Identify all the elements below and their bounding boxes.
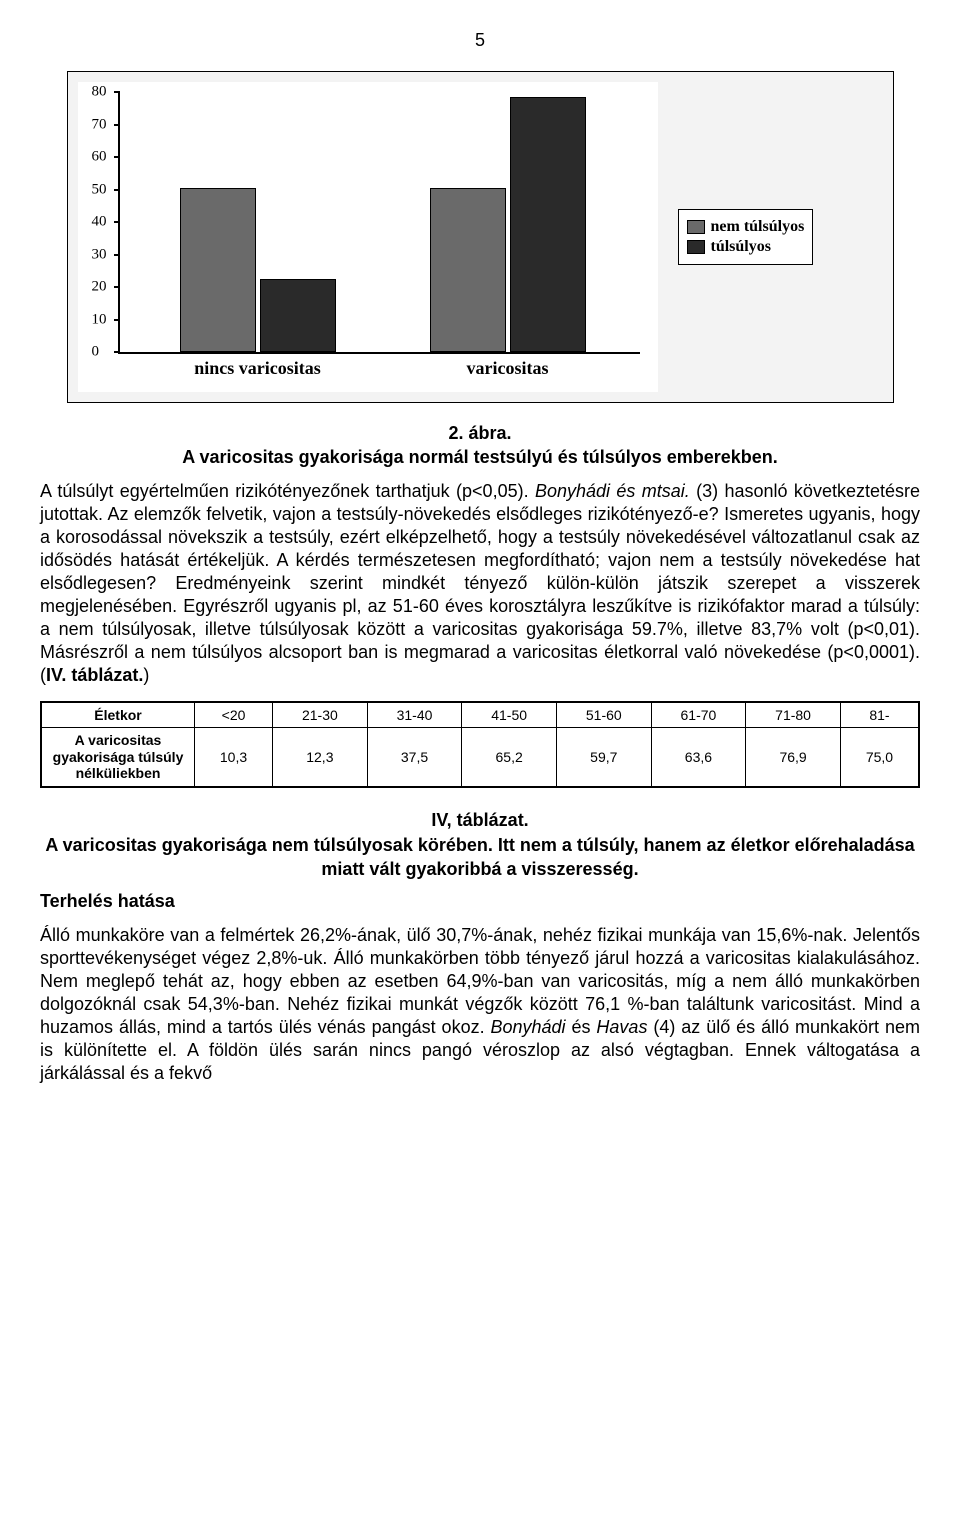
- bar-chart-frame: 01020304050607080 nincs varicositasvaric…: [67, 71, 894, 403]
- chart-bar: [510, 97, 586, 353]
- y-tick-label: 0: [92, 344, 100, 361]
- y-tick-mark: [114, 254, 120, 256]
- y-tick-mark: [114, 351, 120, 353]
- x-category-label: varicositas: [378, 358, 638, 379]
- paragraph-1: A túlsúlyt egyértelműen rizikótényezőnek…: [40, 480, 920, 687]
- chart-bar: [260, 279, 336, 353]
- y-tick-label: 80: [92, 84, 107, 101]
- para2-part-b: és: [566, 1017, 597, 1037]
- bar-chart-area: 01020304050607080 nincs varicositasvaric…: [78, 82, 658, 392]
- y-tick-mark: [114, 221, 120, 223]
- table-cell: 51-60: [556, 702, 651, 727]
- section-heading: Terhelés hatása: [40, 891, 920, 912]
- y-tick-label: 50: [92, 181, 107, 198]
- bar-chart-plot: 01020304050607080: [118, 92, 640, 354]
- data-table-wrap: Életkor <2021-3031-4041-5051-6061-7071-8…: [40, 701, 920, 788]
- table-cell: 41-50: [462, 702, 557, 727]
- y-tick-mark: [114, 124, 120, 126]
- y-tick-label: 40: [92, 214, 107, 231]
- y-tick-label: 20: [92, 279, 107, 296]
- figure-number: 2. ábra.: [448, 423, 511, 443]
- legend-label: túlsúlyos: [711, 238, 771, 256]
- para1-bold: IV. táblázat.: [46, 665, 143, 685]
- data-table: Életkor <2021-3031-4041-5051-6061-7071-8…: [41, 702, 919, 787]
- para1-part-c: ): [143, 665, 149, 685]
- x-category-label: nincs varicositas: [128, 358, 388, 379]
- y-tick-mark: [114, 319, 120, 321]
- table-row-head: Életkor: [42, 702, 195, 727]
- para1-part-a: A túlsúlyt egyértelműen rizikótényezőnek…: [40, 481, 535, 501]
- figure-title: A varicositas gyakorisága normál testsúl…: [182, 447, 778, 467]
- table-row: Életkor <2021-3031-4041-5051-6061-7071-8…: [42, 702, 919, 727]
- chart-bar: [180, 188, 256, 353]
- y-tick-label: 30: [92, 246, 107, 263]
- table-cell: 75,0: [840, 727, 918, 786]
- table-cell: 31-40: [367, 702, 462, 727]
- y-tick-mark: [114, 91, 120, 93]
- table-cell: 61-70: [651, 702, 746, 727]
- table-cell: 81-: [840, 702, 918, 727]
- table-cell: 37,5: [367, 727, 462, 786]
- para1-part-b: (3) hasonló következtetésre jutottak. Az…: [40, 481, 920, 685]
- figure-caption: 2. ábra. A varicositas gyakorisága normá…: [40, 421, 920, 470]
- y-tick-label: 10: [92, 311, 107, 328]
- chart-legend: nem túlsúlyos túlsúlyos: [678, 209, 814, 265]
- table-cell: 63,6: [651, 727, 746, 786]
- para2-italic-2: Havas: [596, 1017, 647, 1037]
- y-tick-mark: [114, 156, 120, 158]
- page-number: 5: [40, 30, 920, 51]
- y-tick-mark: [114, 189, 120, 191]
- legend-item: túlsúlyos: [687, 238, 805, 256]
- y-tick-label: 70: [92, 116, 107, 133]
- table-caption: IV, táblázat. A varicositas gyakorisága …: [40, 808, 920, 881]
- para1-italic-1: Bonyhádi és mtsai.: [535, 481, 690, 501]
- table-cell: 65,2: [462, 727, 557, 786]
- table-cell: 71-80: [746, 702, 841, 727]
- table-cell: 12,3: [273, 727, 368, 786]
- table-row-head: A varicositas gyakorisága túlsúly nélkül…: [42, 727, 195, 786]
- y-tick-label: 60: [92, 149, 107, 166]
- table-row: A varicositas gyakorisága túlsúly nélkül…: [42, 727, 919, 786]
- legend-swatch: [687, 240, 705, 254]
- table-cell: 59,7: [556, 727, 651, 786]
- table-cell: 76,9: [746, 727, 841, 786]
- legend-item: nem túlsúlyos: [687, 218, 805, 236]
- legend-swatch: [687, 220, 705, 234]
- table-title: A varicositas gyakorisága nem túlsúlyosa…: [45, 835, 914, 879]
- table-cell: <20: [195, 702, 273, 727]
- table-number: IV, táblázat.: [431, 810, 528, 830]
- chart-bar: [430, 188, 506, 353]
- table-cell: 10,3: [195, 727, 273, 786]
- legend-label: nem túlsúlyos: [711, 218, 805, 236]
- y-tick-mark: [114, 286, 120, 288]
- paragraph-2: Álló munkaköre van a felmértek 26,2%-ána…: [40, 924, 920, 1085]
- para2-italic-1: Bonyhádi: [491, 1017, 566, 1037]
- table-cell: 21-30: [273, 702, 368, 727]
